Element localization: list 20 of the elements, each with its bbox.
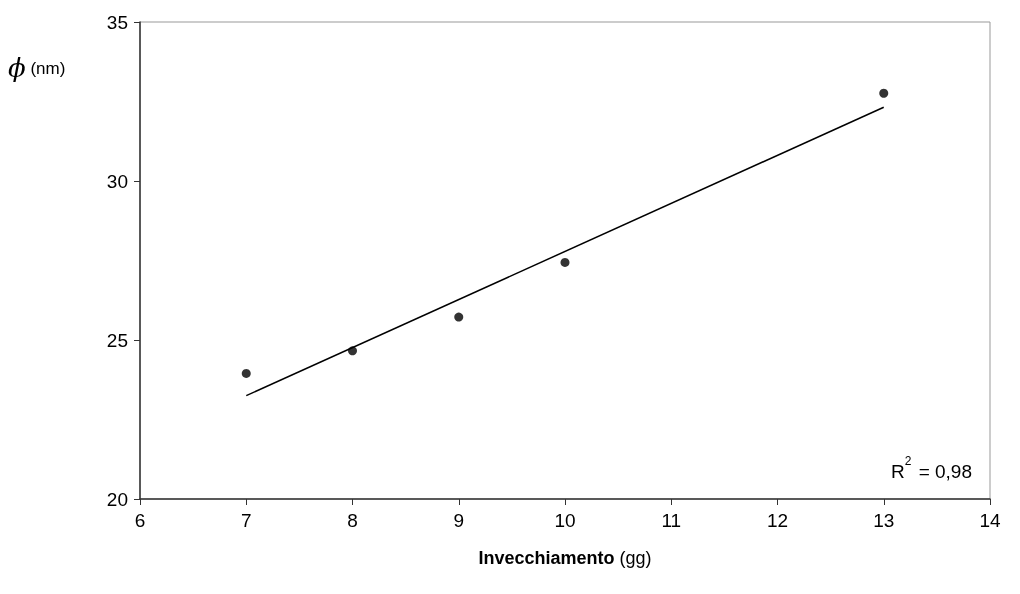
x-tick-label: 8 [347,510,358,531]
y-tick-label: 35 [106,11,128,33]
y-tick-label: 20 [106,488,128,510]
x-tick-label: 10 [554,510,576,531]
x-tick-label: 6 [134,510,146,531]
x-tick-label: 11 [661,510,682,531]
point [348,346,357,356]
y-tick-label: 25 [106,329,128,351]
x-tick-label: 7 [240,510,252,531]
x-axis-title: Invecchiamento (gg) [478,548,652,568]
point [454,312,464,322]
x-tick-label: 13 [873,510,895,531]
y-axis-title: ϕ (nm) [8,53,66,83]
x-tick-label: 12 [766,510,789,531]
y-tick-label: 30 [106,170,128,192]
x-tick-label: 9 [453,510,465,531]
x-tick-label: 14 [979,510,1001,531]
point [879,88,889,98]
point [241,368,251,378]
point [560,257,570,267]
